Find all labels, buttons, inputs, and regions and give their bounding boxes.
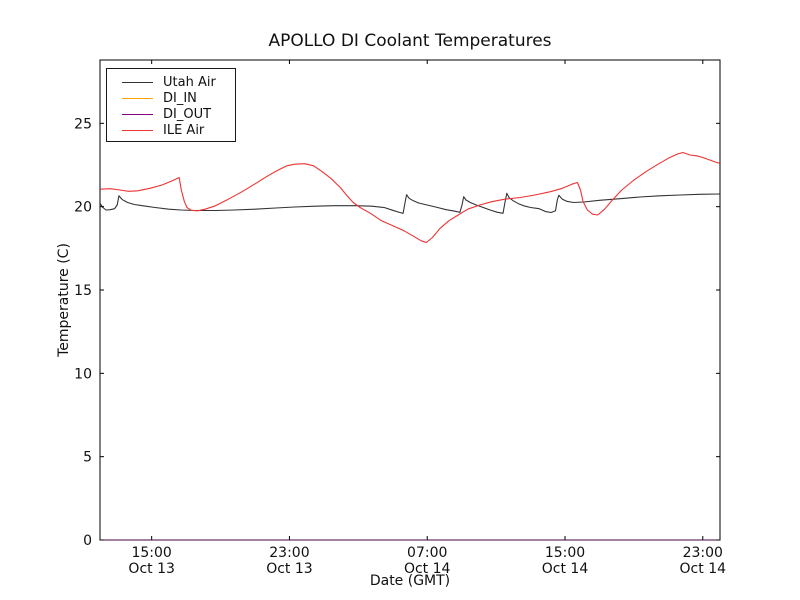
- x-tick-label-date: Oct 14: [404, 561, 451, 577]
- legend-line-sample: [122, 129, 153, 131]
- series-line-ile-air: [99, 151, 721, 244]
- y-tick-label: 25: [74, 116, 92, 132]
- x-tick-label-time: 23:00: [269, 545, 309, 561]
- legend-label: DI_OUT: [163, 106, 212, 122]
- legend: Utah Air DI_IN DI_OUT ILE Air: [106, 68, 236, 142]
- x-tick-label-date: Oct 14: [542, 561, 589, 577]
- x-tick-label-date: Oct 14: [680, 561, 727, 577]
- chart-title: APOLLO DI Coolant Temperatures: [268, 31, 552, 51]
- series-line-utah-air: [99, 192, 721, 214]
- axes-spines-overlay: [99, 59, 721, 541]
- y-tick-label: 5: [83, 450, 92, 466]
- y-axis-label: Temperature (C): [56, 243, 72, 357]
- legend-line-sample: [122, 113, 153, 115]
- x-axis-label: Date (GMT): [369, 573, 451, 589]
- y-tick-label: 0: [83, 533, 92, 549]
- y-tick-label: 15: [74, 283, 92, 299]
- y-tick-label: 10: [74, 366, 92, 382]
- legend-item-di-out: DI_OUT: [107, 106, 235, 122]
- x-tick-label-time: 07:00: [407, 545, 447, 561]
- y-tick-label: 20: [74, 200, 92, 216]
- x-tick-label-time: 23:00: [683, 545, 723, 561]
- legend-item-di-in: DI_IN: [107, 90, 235, 106]
- legend-item-utah-air: Utah Air: [107, 74, 235, 90]
- legend-label: DI_IN: [163, 90, 197, 106]
- legend-item-ile-air: ILE Air: [107, 122, 235, 138]
- legend-label: Utah Air: [163, 74, 216, 90]
- x-tick-label-date: Oct 13: [266, 561, 312, 577]
- legend-line-sample: [122, 97, 153, 99]
- x-tick-label-time: 15:00: [545, 545, 585, 561]
- x-tick-label-date: Oct 13: [128, 561, 174, 577]
- legend-line-sample: [122, 81, 153, 83]
- legend-label: ILE Air: [163, 122, 205, 138]
- x-tick-label-time: 15:00: [131, 545, 171, 561]
